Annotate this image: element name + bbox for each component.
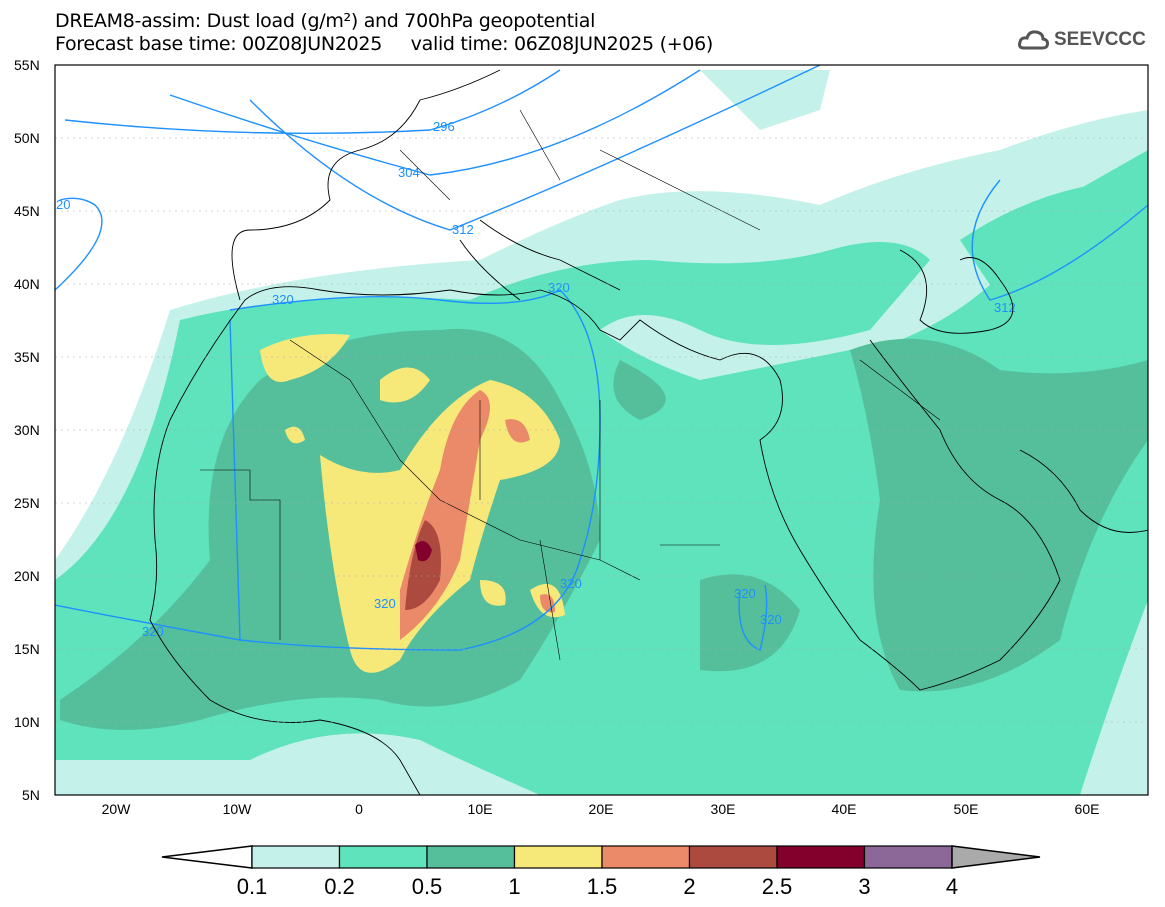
contour-label: 304 bbox=[398, 165, 420, 180]
legend-label: 3 bbox=[858, 874, 870, 899]
lat-label: 20N bbox=[14, 568, 40, 584]
dust-2.5-area bbox=[415, 541, 432, 562]
lat-label: 50N bbox=[14, 130, 40, 146]
lat-label: 25N bbox=[14, 495, 40, 511]
lat-label: 55N bbox=[14, 57, 40, 73]
legend-swatch bbox=[251, 845, 341, 869]
contour-label: 320 bbox=[374, 596, 396, 611]
lat-label: 15N bbox=[14, 641, 40, 657]
seevccc-logo: SEEVCCC bbox=[1018, 28, 1146, 52]
lon-label: 20E bbox=[589, 801, 614, 817]
geopotential-contours bbox=[55, 65, 1148, 651]
legend-swatch bbox=[513, 845, 603, 869]
colorbar-legend: 0.1 0.2 0.5 1 1.5 2 2.5 3 4 bbox=[161, 845, 1041, 899]
contour-label: 296 bbox=[433, 119, 455, 134]
contour-label: 320 bbox=[734, 586, 756, 601]
lon-label: 30E bbox=[711, 801, 736, 817]
borders bbox=[200, 109, 941, 661]
graticule bbox=[55, 137, 1148, 723]
lat-label: 30N bbox=[14, 422, 40, 438]
dust-field bbox=[55, 65, 1148, 795]
legend-swatch bbox=[776, 845, 866, 869]
lat-label: 40N bbox=[14, 276, 40, 292]
contour-label: 320 bbox=[760, 612, 782, 627]
contour-label: 312 bbox=[452, 222, 474, 237]
legend-swatch bbox=[863, 845, 953, 869]
legend-arrow-high bbox=[951, 845, 1041, 869]
legend-label: 2.5 bbox=[762, 874, 793, 899]
legend-swatch bbox=[426, 845, 516, 869]
lat-label: 45N bbox=[14, 203, 40, 219]
legend-swatch bbox=[338, 845, 428, 869]
lon-label: 50E bbox=[954, 801, 979, 817]
legend-label: 2 bbox=[683, 874, 695, 899]
lon-label: 0 bbox=[355, 801, 363, 817]
legend-label: 0.1 bbox=[237, 874, 268, 899]
cloud-icon bbox=[1018, 30, 1049, 50]
legend-label: 1.5 bbox=[587, 874, 618, 899]
legend-label: 0.5 bbox=[412, 874, 443, 899]
contour-label: 312 bbox=[994, 300, 1016, 315]
lon-label: 20W bbox=[102, 801, 132, 817]
lon-label: 40E bbox=[832, 801, 857, 817]
lat-label: 10N bbox=[14, 714, 40, 730]
lat-labels: 55N 50N 45N 40N 35N 30N 25N 20N 15N 10N … bbox=[14, 57, 40, 803]
legend-arrow-low bbox=[161, 845, 253, 869]
lon-labels: 20W 10W 0 10E 20E 30E 40E 50E 60E bbox=[102, 801, 1100, 817]
lon-label: 10W bbox=[223, 801, 253, 817]
lon-label: 10E bbox=[468, 801, 493, 817]
legend-label: 0.2 bbox=[324, 874, 355, 899]
lat-label: 35N bbox=[14, 349, 40, 365]
contour-label: 320 bbox=[272, 292, 294, 307]
coastlines bbox=[149, 69, 1148, 795]
legend-label: 4 bbox=[946, 874, 958, 899]
legend-swatch bbox=[688, 845, 778, 869]
contour-label: 20 bbox=[56, 197, 70, 212]
lat-label: 5N bbox=[22, 787, 40, 803]
chart-title: DREAM8-assim: Dust load (g/m²) and 700hP… bbox=[55, 10, 596, 32]
logo-text: SEEVCCC bbox=[1054, 29, 1146, 50]
lon-label: 60E bbox=[1075, 801, 1100, 817]
map-frame bbox=[54, 64, 1149, 796]
dust-2-area bbox=[405, 520, 441, 610]
legend-swatch bbox=[601, 845, 691, 869]
legend-label: 1 bbox=[508, 874, 520, 899]
contour-label: 320 bbox=[548, 280, 570, 295]
chart-subtitle: Forecast base time: 00Z08JUN2025 valid t… bbox=[55, 33, 714, 55]
contour-label: 320 bbox=[560, 576, 582, 591]
